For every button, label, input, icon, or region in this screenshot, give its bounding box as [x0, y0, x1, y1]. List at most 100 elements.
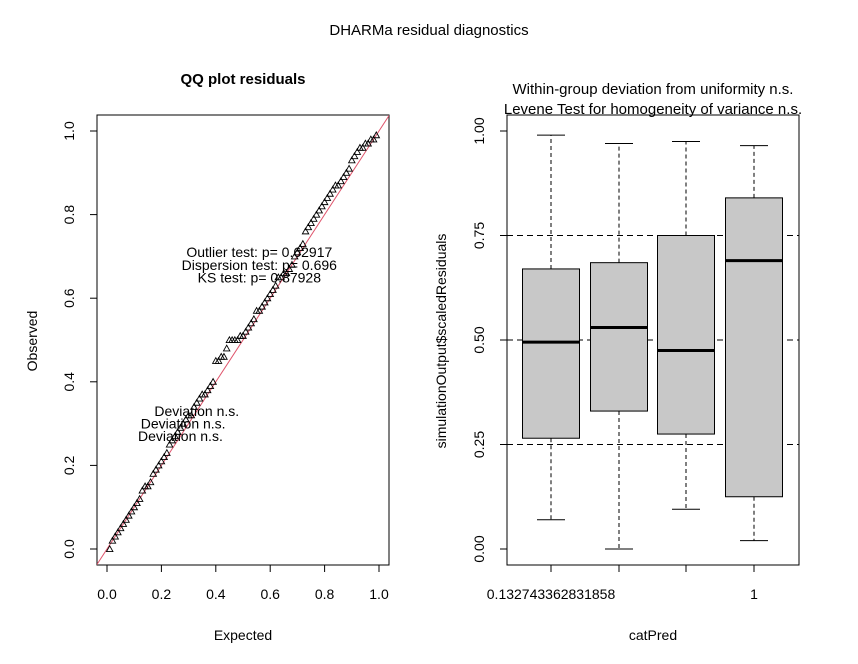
qq-annotation: KS test: p= 0.87928	[198, 269, 322, 285]
qq-y-tick-label: 0.6	[61, 288, 77, 308]
qq-point	[209, 377, 218, 385]
qq-point	[151, 465, 160, 473]
qq-point	[328, 185, 337, 193]
qq-point	[339, 172, 348, 180]
qq-point	[317, 202, 326, 210]
qq-point	[176, 423, 185, 431]
qq-point	[192, 398, 201, 406]
qq-point	[296, 243, 305, 252]
qq-title: QQ plot residuals	[180, 71, 305, 88]
qq-point	[298, 239, 307, 247]
box-x-tick-label: 1	[750, 586, 758, 602]
box-y-tick-label: 1.00	[471, 117, 487, 144]
qq-point	[255, 306, 264, 314]
qq-x-tick-label: 0.4	[206, 586, 226, 602]
qq-point	[342, 168, 351, 176]
qq-point	[285, 264, 294, 272]
qq-point	[168, 436, 177, 444]
qq-x-tick-label: 0.8	[315, 586, 335, 602]
qq-point	[268, 285, 277, 293]
qq-point	[277, 273, 286, 281]
qq-annotation: Outlier test: p= 0.62917	[186, 244, 332, 260]
qq-y-tick-label: 0.0	[61, 539, 77, 559]
box-y-tick-label: 0.75	[471, 222, 487, 249]
qq-point	[203, 386, 212, 394]
qq-point	[187, 411, 196, 419]
qq-point	[239, 331, 247, 339]
box-title-line1: Within-group deviation from uniformity n…	[513, 81, 794, 98]
qq-point	[195, 394, 204, 402]
box-body	[725, 197, 783, 498]
qq-point	[315, 206, 324, 214]
qq-point	[304, 223, 313, 231]
qq-point	[111, 532, 120, 540]
qq-ylabel: Observed	[24, 311, 40, 372]
qq-point	[260, 298, 269, 306]
qq-point	[173, 427, 182, 435]
box-y-tick-label: 0.50	[471, 326, 487, 353]
figure-title: DHARMa residual diagnostics	[329, 22, 528, 39]
qq-point	[353, 147, 362, 155]
qq-point	[326, 189, 335, 197]
qq-point	[113, 528, 122, 536]
qq-reference-line	[97, 115, 389, 565]
qq-point	[149, 469, 158, 477]
qq-point	[116, 523, 125, 532]
qq-point	[309, 214, 318, 222]
qq-point	[258, 302, 267, 310]
qq-point	[266, 289, 275, 298]
qq-plot-area: 0.0 0.2 0.4 0.6 0.8 1.0 0.0 0.2 0.4 0.6 0.8 1.0 Outl…	[61, 114, 390, 602]
qq-point	[135, 494, 144, 502]
qq-point	[108, 536, 117, 544]
qq-annotation: Dispersion test: p= 0.696	[182, 257, 337, 273]
box-body	[590, 262, 648, 412]
qq-xlabel: Expected	[214, 627, 272, 643]
qq-point	[323, 193, 332, 201]
qq-point	[181, 415, 190, 423]
qq-point	[162, 448, 171, 456]
box-y-tick-label: 0.25	[471, 431, 487, 458]
qq-point	[287, 260, 296, 268]
qq-point	[105, 544, 114, 553]
qq-point	[171, 432, 179, 440]
box-title-line2: Levene Test for homogeneity of variance …	[504, 101, 802, 118]
qq-y-tick-label: 0.4	[61, 372, 77, 392]
qq-point	[233, 335, 242, 344]
qq-point	[124, 511, 133, 519]
box-y-tick-label: 0.00	[471, 535, 487, 562]
box-x-tick-label: 0.132743362831858	[487, 586, 616, 602]
qq-x-tick-label: 0.6	[260, 586, 280, 602]
qq-point	[350, 151, 359, 160]
qq-point	[336, 177, 345, 185]
qq-point	[293, 248, 302, 256]
qq-point	[345, 164, 354, 172]
qq-annotation: Deviation n.s.	[141, 416, 226, 432]
qq-annotation: Deviation n.s.	[154, 403, 239, 419]
qq-point	[200, 390, 209, 398]
box-xlabel: catPred	[629, 627, 677, 643]
qq-point	[119, 519, 128, 527]
qq-y-tick-label: 0.8	[61, 205, 77, 225]
qq-point	[138, 486, 147, 494]
box-panel: Within-group deviation from uniformity n…	[433, 81, 802, 643]
qq-point	[369, 135, 378, 143]
qq-point	[320, 197, 329, 206]
qq-point	[282, 268, 291, 277]
box-body	[522, 268, 580, 439]
qq-point	[241, 327, 250, 335]
qq-panel: QQ plot residuals Expected Observed 0.0 0…	[24, 71, 390, 643]
qq-point	[179, 419, 188, 427]
qq-point	[307, 218, 315, 226]
qq-point	[347, 156, 356, 164]
qq-point	[364, 139, 373, 147]
qq-point	[372, 131, 381, 139]
box-plot-area: 0.00 0.25 0.50 0.75 1.00 0.132743362831858 1	[471, 114, 800, 602]
qq-point	[160, 452, 169, 461]
qq-point	[157, 457, 166, 465]
qq-x-tick-label: 1.0	[369, 586, 389, 602]
qq-point	[122, 515, 131, 523]
qq-y-tick-label: 0.2	[61, 455, 77, 475]
qq-point	[222, 344, 231, 352]
qq-y-tick-label: 1.0	[61, 121, 77, 141]
